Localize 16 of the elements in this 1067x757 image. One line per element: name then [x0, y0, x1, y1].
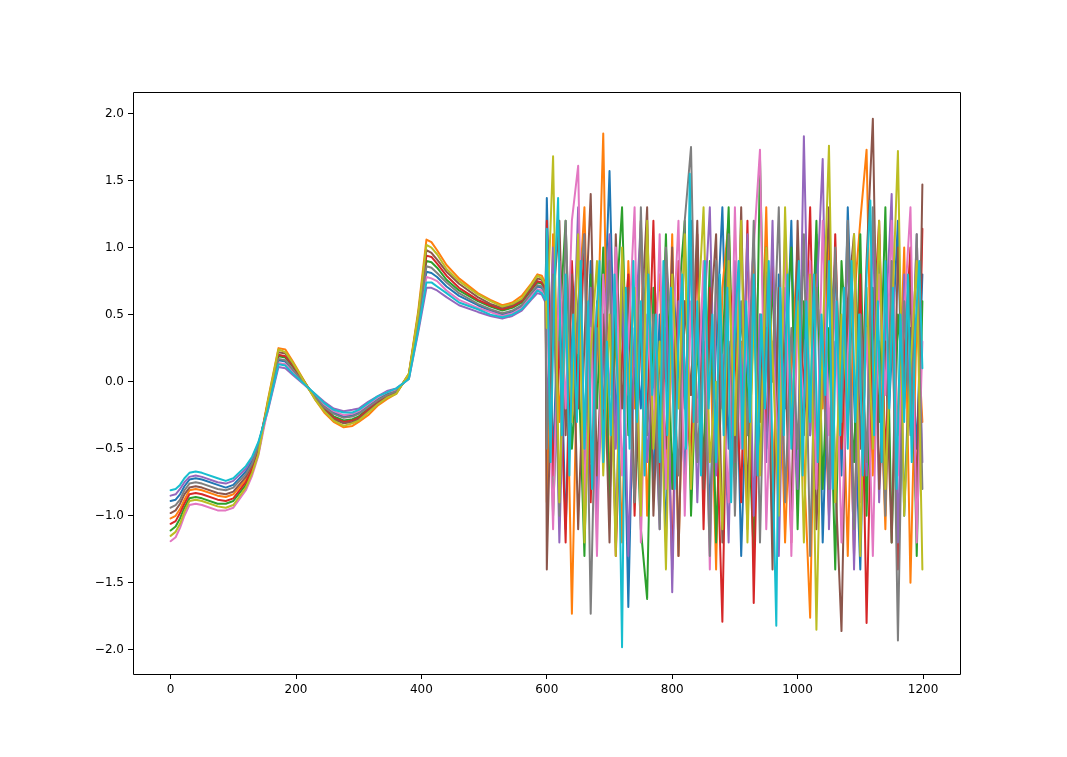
y-tick-label: 0.0: [104, 373, 124, 388]
y-tick-label: −1.0: [94, 507, 124, 522]
y-tick-label: 1.5: [104, 172, 124, 187]
y-tick-label: −0.5: [94, 440, 124, 455]
x-tick-label: 800: [660, 682, 684, 697]
y-tick-label: 1.0: [104, 239, 124, 254]
y-tick-label: −1.5: [94, 574, 124, 589]
x-tick-label: 1000: [782, 682, 813, 697]
y-tick-label: 2.0: [104, 105, 124, 120]
x-tick-label: 600: [535, 682, 559, 697]
x-tick-label: 1200: [907, 682, 939, 697]
y-tick-label: −2.0: [94, 641, 124, 656]
x-tick-label: 0: [166, 682, 175, 697]
x-tick-label: 200: [284, 682, 308, 697]
y-tick-label: 0.5: [104, 306, 124, 321]
x-tick-label: 400: [409, 682, 433, 697]
